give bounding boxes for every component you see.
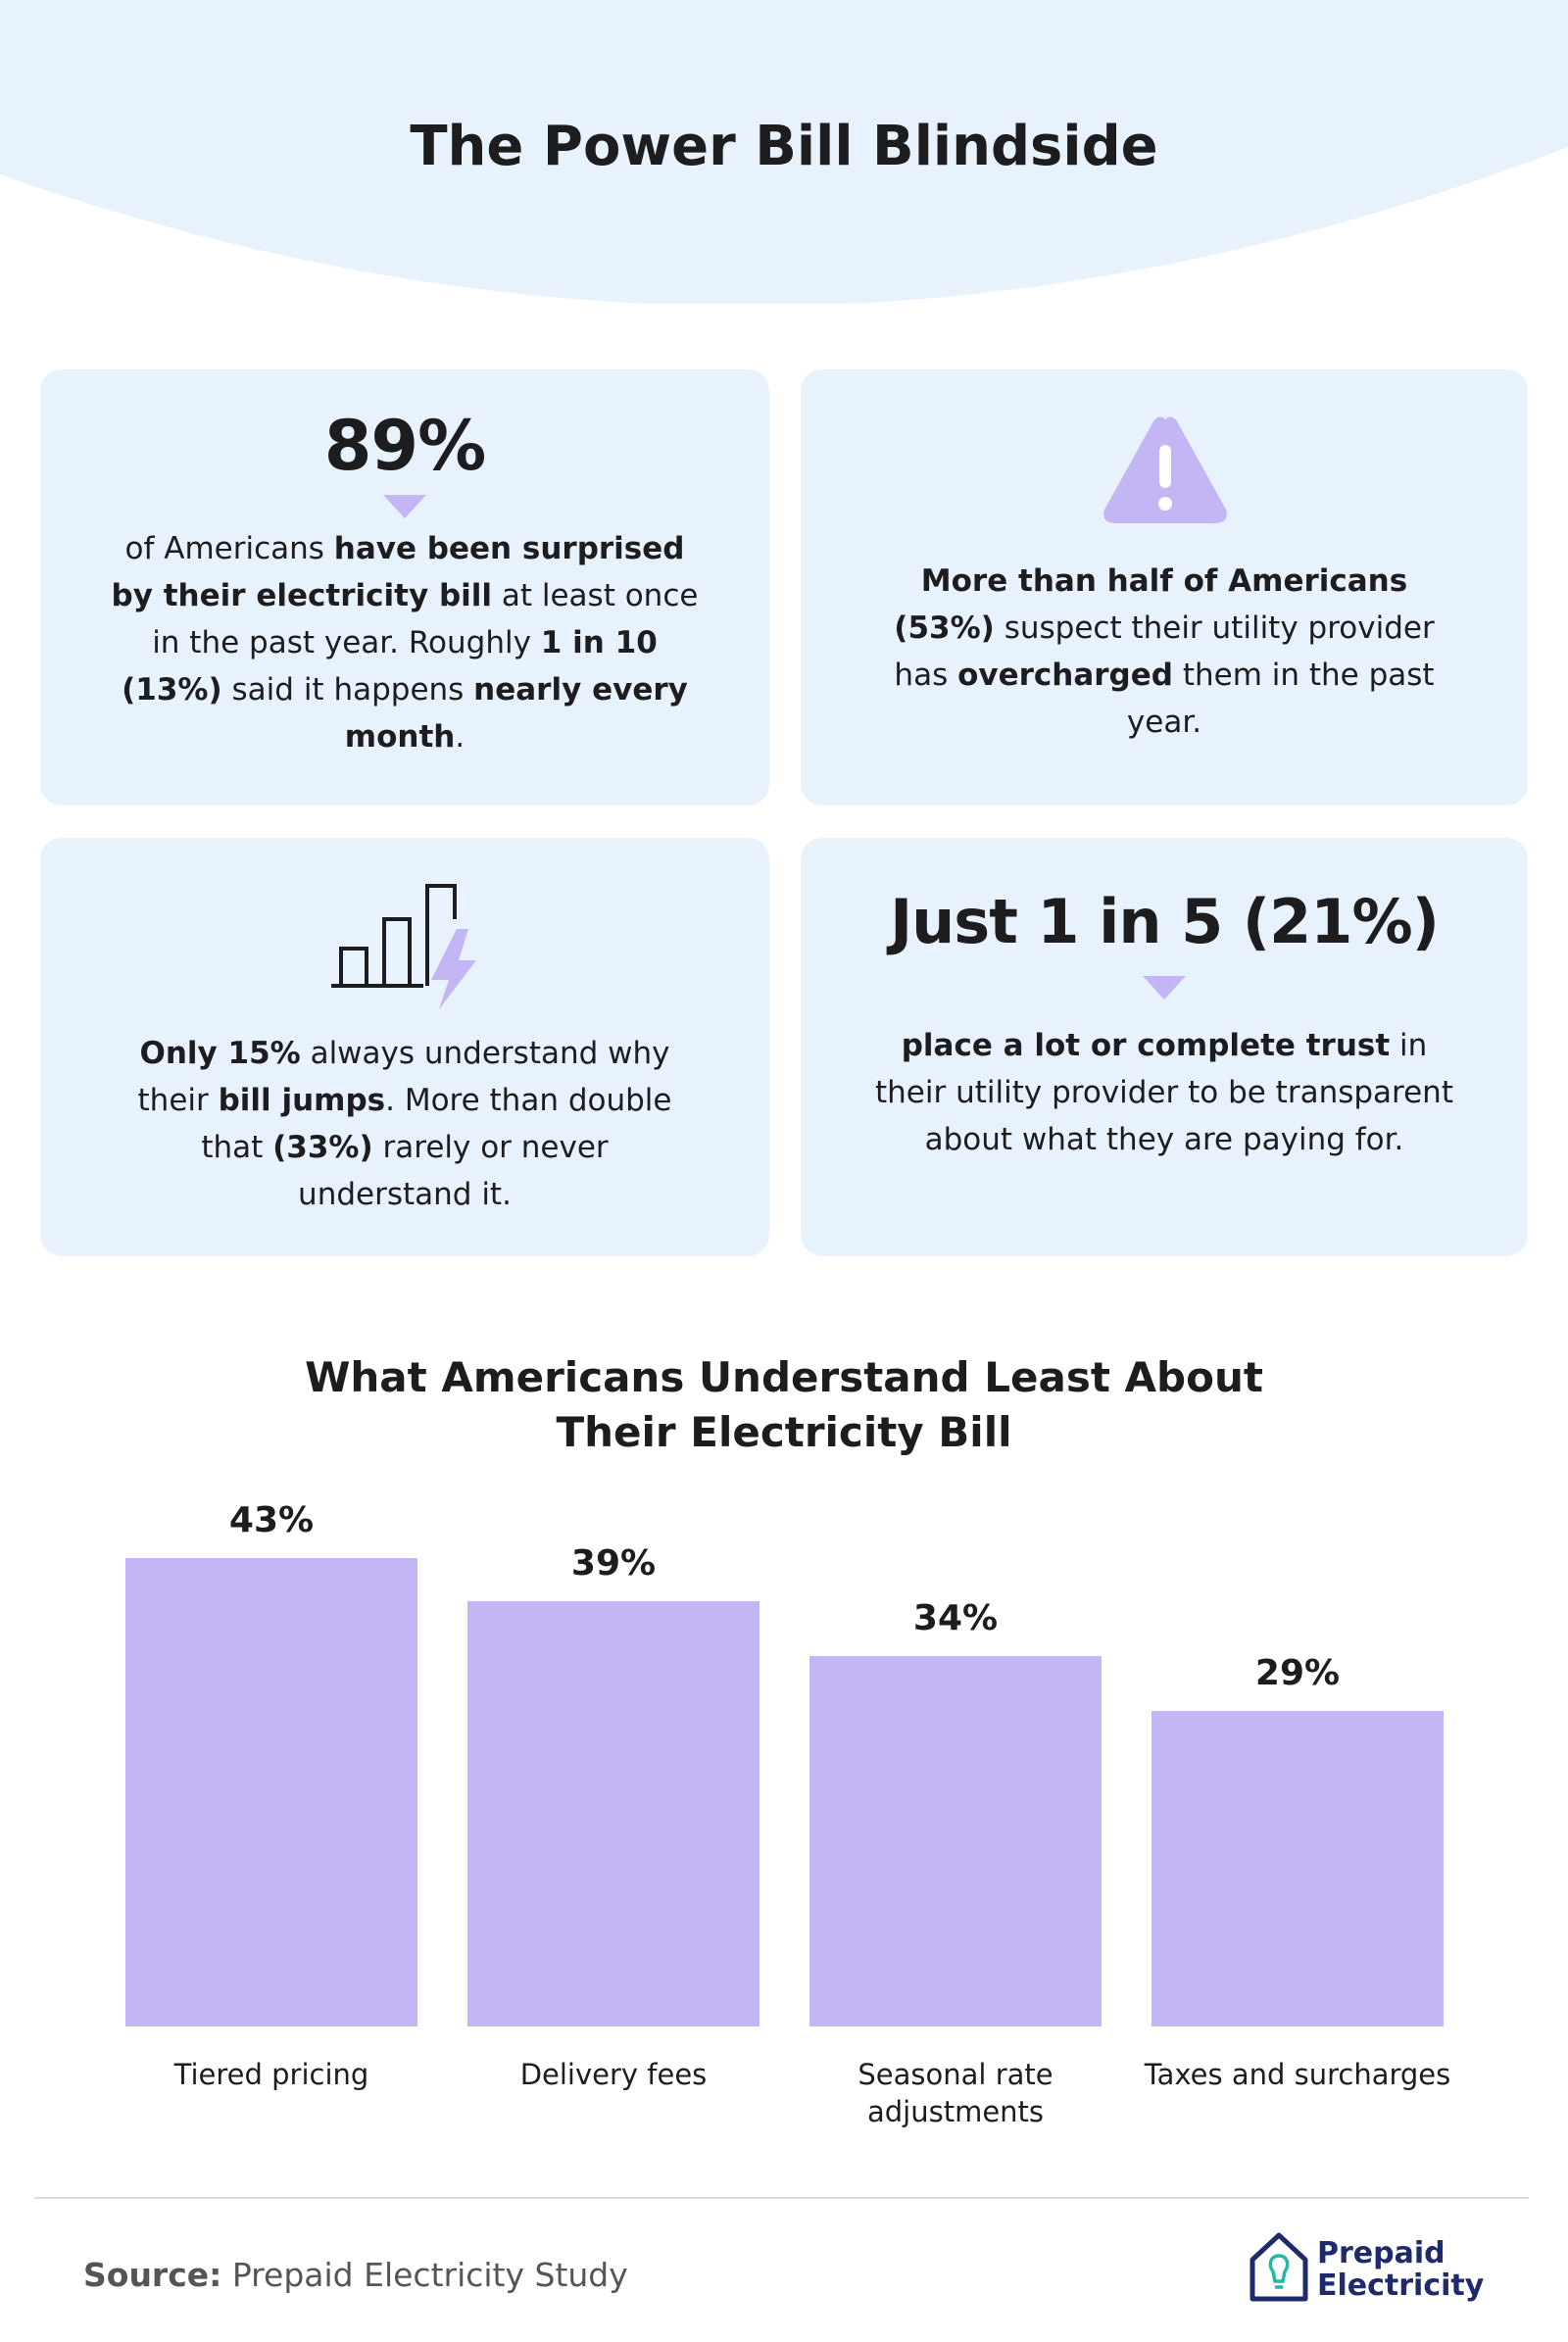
value-label: 34%: [912, 1598, 999, 1639]
text-run: them in the past year.: [1126, 658, 1435, 740]
text-run: suspect their utility provider has: [894, 610, 1435, 693]
source-label: Source:: [83, 2256, 222, 2294]
bold-text: nearly every month: [344, 672, 688, 755]
bar: [809, 1656, 1102, 2026]
bar: [1152, 1710, 1444, 2026]
bold-text: More than half of Americans (53%): [894, 563, 1408, 646]
bar: [125, 1558, 417, 2026]
bold-text: 1 in 10 (13%): [122, 625, 658, 707]
category-label: Tiered pricing: [173, 2058, 369, 2091]
value-label: 39%: [570, 1543, 657, 1585]
divider: [34, 2197, 1529, 2199]
card-text: Only 15% always understand why their bil…: [116, 1030, 694, 1218]
card-text: More than half of Americans (53%) suspec…: [870, 558, 1458, 746]
logo-line: Electricity: [1317, 2269, 1485, 2303]
card-text: of Americans have been surprised by thei…: [101, 525, 709, 760]
card-text: place a lot or complete trust in their u…: [875, 1022, 1453, 1163]
text-run: .: [455, 719, 466, 755]
category-label: Taxes and surcharges: [1144, 2058, 1451, 2091]
text-run: said it happens: [221, 672, 474, 707]
text-run: . More than double that: [201, 1083, 672, 1165]
logo-text: Prepaid Electricity: [1317, 2237, 1484, 2302]
page-title: The Power Bill Blindside: [410, 115, 1158, 178]
bold-text: bill jumps: [218, 1083, 386, 1118]
stat-card: [40, 369, 769, 805]
bold-text: (33%): [272, 1130, 373, 1165]
text-run: in their utility provider to be transpar…: [875, 1028, 1453, 1157]
text-run: always understand why their: [137, 1036, 670, 1118]
bold-text: have been surprised by their electricity…: [111, 531, 685, 613]
category-label: Seasonal rate adjustments: [858, 2058, 1054, 2128]
card-headline: Just 1 in 5 (21%): [890, 886, 1440, 957]
logo-icon: [1250, 2232, 1308, 2302]
text-run: at least once in the past year. Roughly: [152, 578, 699, 660]
stat-card: [40, 838, 769, 1256]
warning-icon: [1103, 416, 1227, 523]
bold-text: overcharged: [957, 658, 1173, 693]
text-run: of Americans: [124, 531, 334, 566]
bill-jump-icon: [331, 884, 476, 1009]
bold-text: Only 15%: [139, 1036, 301, 1071]
source-text: Prepaid Electricity Study: [231, 2256, 628, 2294]
pointer: [383, 495, 426, 518]
pointer: [1143, 976, 1186, 1000]
bold-text: place a lot or complete trust: [901, 1028, 1391, 1063]
value-label: 29%: [1254, 1652, 1341, 1693]
stat-card: [801, 838, 1528, 1256]
header-background: [0, 0, 1568, 304]
bar: [467, 1601, 760, 2026]
category-label: Delivery fees: [519, 2058, 708, 2091]
logo-line: Prepaid: [1317, 2236, 1446, 2270]
text-run: rarely or never understand it.: [298, 1130, 609, 1212]
chart-title: What Americans Understand Least About Th…: [305, 1353, 1263, 1456]
card-headline: 89%: [323, 406, 487, 486]
source: Source: Prepaid Electricity Study: [83, 2254, 628, 2297]
value-label: 43%: [228, 1500, 315, 1540]
